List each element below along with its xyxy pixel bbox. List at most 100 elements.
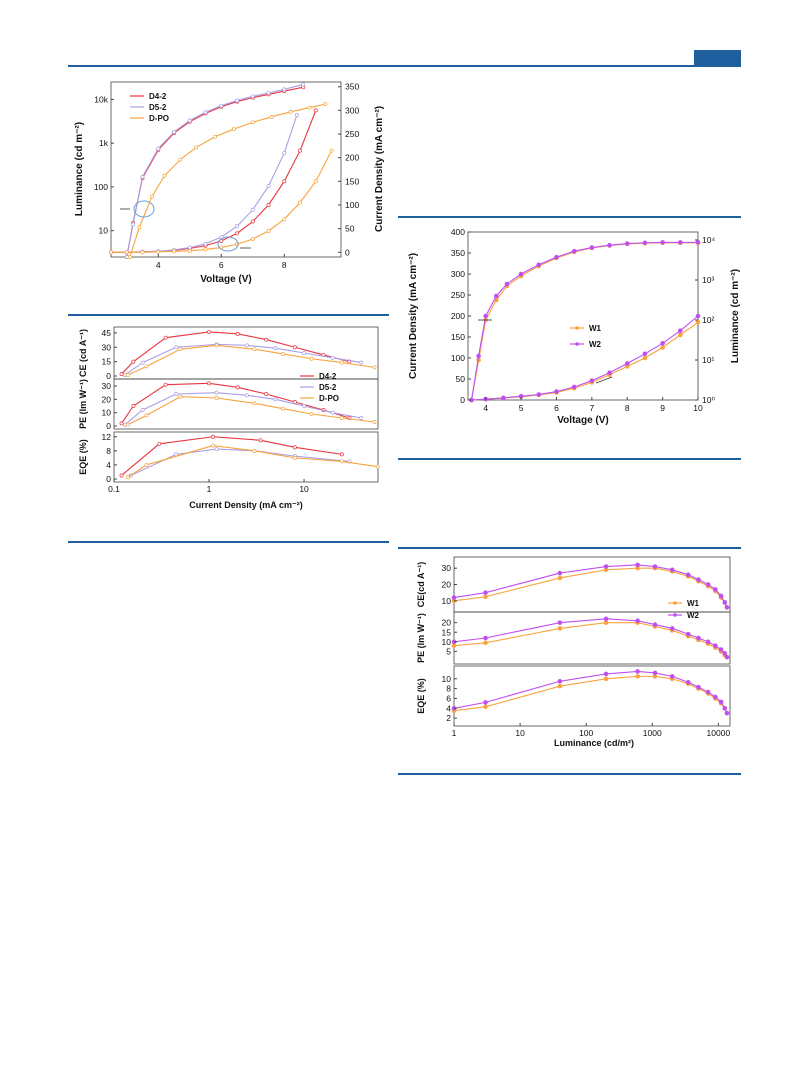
data-point-D4-2	[258, 438, 263, 443]
y-axis-right-label: Luminance (cd m⁻²)	[730, 269, 741, 363]
data-point-W1	[557, 626, 563, 631]
legend-label-W1: W1	[589, 324, 602, 333]
x-tick-label: 7	[589, 403, 594, 413]
x-tick-label: 5	[519, 403, 524, 413]
data-point-W2	[589, 378, 595, 383]
y-tick-label: 8	[446, 684, 451, 694]
data-point-D5-2	[140, 360, 145, 365]
data-point-D5-2	[140, 174, 145, 179]
data-point-W2	[652, 564, 658, 569]
x-axis-label: Voltage (V)	[557, 415, 608, 426]
series-line-D4-2	[126, 86, 304, 258]
plot-frame	[110, 81, 342, 258]
x-tick-label: 10	[299, 484, 309, 494]
y-left-tick-label: 10k	[94, 94, 108, 104]
y-tick-label: 5	[446, 646, 451, 656]
series-line-D4-2	[121, 331, 350, 375]
legend-label-D-PO: D-PO	[319, 394, 339, 403]
data-point-D-PO	[298, 200, 302, 205]
x-tick-label: 9	[660, 403, 665, 413]
panel-frame	[453, 665, 731, 727]
panel-frame	[113, 378, 379, 430]
data-point-D-PO	[150, 194, 154, 199]
data-point-D4-2	[157, 441, 162, 446]
y-right-tick-label: 200	[345, 153, 359, 163]
x-tick-label: 4	[483, 403, 488, 413]
data-point-D-PO	[252, 401, 257, 406]
data-point-D-PO	[178, 157, 183, 162]
data-point-D5-2	[244, 343, 249, 348]
data-point-D4-2	[292, 445, 297, 450]
data-point-D4-2	[207, 381, 211, 386]
y-left-tick-label: 400	[451, 227, 465, 237]
data-point-D5-2	[302, 351, 307, 355]
data-point-W2	[483, 590, 488, 595]
data-point-W2	[718, 647, 724, 652]
data-point-W2	[607, 242, 612, 248]
data-point-D4-2	[163, 382, 168, 387]
data-point-W2	[589, 245, 595, 250]
data-point-D-PO	[125, 373, 130, 377]
legend-label-W2: W2	[589, 340, 602, 349]
data-point-W2	[571, 384, 577, 390]
x-tick-label: 100	[579, 728, 593, 738]
data-point-D5-2	[214, 390, 219, 395]
x-tick-label: 4	[156, 260, 161, 270]
data-point-D-PO	[127, 255, 132, 259]
data-point-D5-2	[174, 392, 179, 396]
y-tick-label: 30	[442, 563, 452, 573]
data-point-D-PO	[137, 225, 142, 230]
data-point-W2	[669, 567, 675, 573]
data-point-D-PO	[288, 109, 293, 114]
x-tick-label: 10	[693, 403, 703, 413]
y-right-tick-label: 350	[345, 82, 359, 92]
data-point-D-PO	[214, 343, 219, 348]
data-point-D-PO	[313, 179, 318, 184]
data-point-D-PO	[281, 406, 285, 411]
data-point-W2	[554, 389, 559, 394]
data-point-D-PO	[109, 250, 113, 255]
data-point-D-PO	[323, 102, 328, 107]
data-point-W2	[678, 328, 683, 333]
data-point-W2	[660, 341, 665, 346]
y-tick-label: 4	[446, 703, 451, 713]
data-point-W2	[501, 395, 506, 401]
data-point-D4-2	[119, 421, 124, 426]
series-line-D-PO	[127, 344, 375, 376]
data-point-W2	[713, 643, 718, 648]
data-point-W2	[557, 570, 563, 576]
data-point-D4-2	[207, 329, 211, 334]
data-point-D4-2	[131, 359, 136, 364]
data-point-W2	[722, 651, 728, 656]
y-left-tick-label: 100	[451, 353, 465, 363]
data-point-W2	[557, 620, 563, 625]
data-point-W2	[685, 679, 691, 685]
y-left-tick-label: 350	[451, 248, 465, 258]
data-point-D5-2	[266, 184, 271, 189]
y-tick-label: 0	[106, 371, 111, 381]
figure-current-luminance-vs-voltage-w: 4 5 6 7 8 9 1005010015020025030035040010⁰10¹10…	[408, 227, 741, 426]
data-point-D-PO	[250, 237, 255, 241]
data-point-W2	[660, 240, 665, 245]
data-point-D5-2	[282, 87, 287, 92]
data-point-D-PO	[339, 360, 344, 365]
data-point-D-PO	[125, 422, 130, 427]
series-line-W2	[471, 315, 699, 401]
legend-marker-W2	[673, 613, 677, 617]
data-point-D5-2	[203, 241, 208, 246]
data-point-W2	[724, 605, 730, 610]
x-tick-label: 0.1	[108, 484, 120, 494]
rule-left-1	[68, 314, 389, 316]
x-tick-label: 6	[219, 260, 224, 270]
data-point-D-PO	[187, 248, 192, 253]
x-tick-label: 6	[554, 403, 559, 413]
data-point-W2	[705, 689, 711, 695]
x-tick-label: 8	[625, 403, 630, 413]
legend: W1 W2	[570, 324, 602, 349]
data-point-D-PO	[329, 148, 334, 153]
data-point-D5-2	[359, 416, 364, 420]
data-point-D-PO	[250, 120, 255, 125]
data-point-D5-2	[330, 410, 335, 415]
data-point-W1	[451, 643, 457, 648]
data-point-D4-2	[119, 372, 124, 377]
